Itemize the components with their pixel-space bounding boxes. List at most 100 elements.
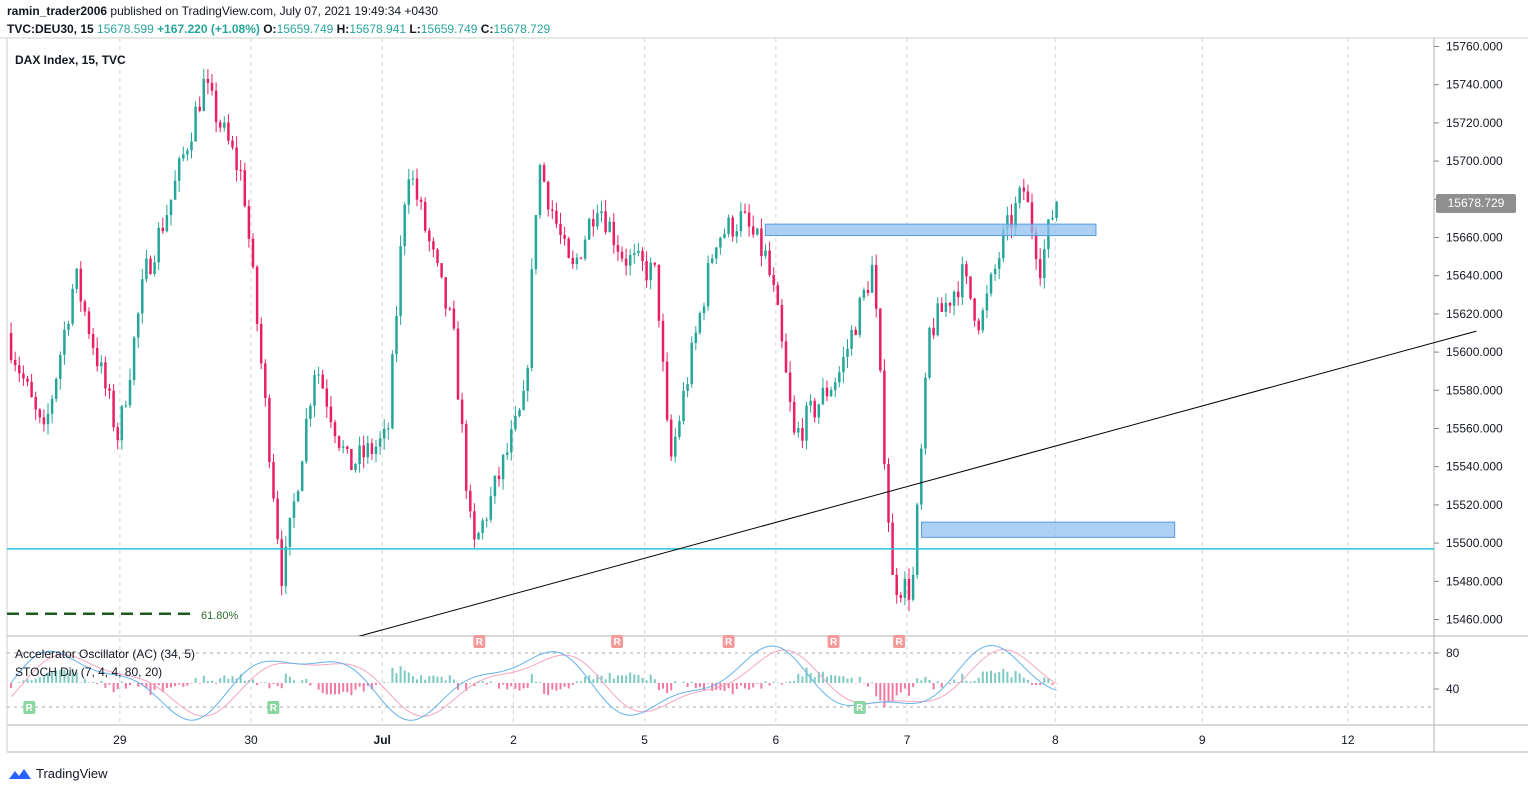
candle-body — [633, 253, 636, 255]
candle-body — [165, 215, 169, 232]
x-tick-label: 2 — [510, 733, 517, 747]
candle-body — [907, 579, 911, 600]
candle-body — [821, 387, 825, 405]
candle-body — [649, 262, 652, 281]
divergence-marker-label: R — [725, 637, 733, 648]
candle-body — [333, 422, 337, 437]
symbol-label[interactable]: TVC:DEU30, 15 — [7, 22, 94, 36]
high-value: 15678.941 — [349, 22, 407, 36]
candle-body — [46, 413, 50, 425]
indicator-tick-label: 80 — [1446, 646, 1460, 660]
candle-body — [247, 206, 251, 239]
x-tick-label: 30 — [244, 733, 258, 747]
candle-body — [522, 390, 525, 410]
divergence-marker-label: R — [26, 703, 34, 714]
candle-body — [182, 154, 185, 159]
candle-body — [489, 496, 493, 520]
candle-body — [272, 462, 275, 499]
x-tick-label: 5 — [641, 733, 648, 747]
candle-body — [653, 262, 657, 265]
candle-body — [956, 291, 960, 298]
pane-title: DAX Index, 15, TVC — [15, 53, 126, 67]
y-tick-label: 15560.000 — [1446, 422, 1503, 436]
candle-body — [682, 390, 685, 422]
candle-body — [764, 250, 767, 257]
stoch-indicator-label[interactable]: STOCH Div (7, 4, 4, 80, 20) — [15, 665, 163, 679]
candle-body — [829, 389, 833, 397]
candle-body — [579, 257, 583, 259]
publish-date: published on TradingView.com, July 07, 2… — [110, 4, 439, 18]
candle-body — [341, 446, 345, 448]
candle-body — [497, 475, 501, 480]
candle-body — [87, 311, 91, 334]
candle-body — [13, 360, 17, 366]
candle-body — [169, 199, 173, 216]
tradingview-logo[interactable]: TradingView — [8, 766, 108, 781]
y-tick-label: 15480.000 — [1446, 574, 1503, 588]
candle-body — [100, 362, 103, 367]
candle-body — [944, 302, 948, 312]
candle-body — [292, 501, 296, 518]
candle-body — [1026, 191, 1030, 203]
candle-body — [132, 337, 136, 380]
divergence-marker — [827, 635, 840, 648]
candle-body — [346, 446, 349, 449]
candle-body — [243, 170, 247, 207]
candle-body — [473, 511, 476, 540]
open-value: 15659.749 — [276, 22, 334, 36]
last-price: 15678.599 — [97, 22, 154, 36]
candle-body — [444, 277, 447, 309]
candle-body — [1002, 229, 1005, 259]
candle-body — [858, 297, 862, 335]
candle-body — [202, 78, 206, 111]
change-value: +167.220 (+1.08%) — [157, 22, 260, 36]
ohlc-bar: TVC:DEU30, 15 15678.599 +167.220 (+1.08%… — [7, 22, 550, 36]
indicator-tick-label: 40 — [1446, 682, 1460, 696]
fib-label: 61.80% — [201, 610, 239, 622]
candle-body — [526, 368, 529, 391]
candle-body — [91, 333, 95, 348]
candle-body — [641, 250, 644, 262]
divergence-marker — [893, 635, 906, 648]
candle-body — [296, 491, 300, 502]
candle-body — [768, 250, 771, 275]
divergence-marker — [23, 701, 36, 714]
candle-body — [928, 327, 931, 378]
candle-body — [325, 388, 329, 407]
candle-body — [223, 122, 226, 128]
candle-body — [813, 400, 816, 418]
candle-body — [866, 289, 870, 293]
candle-body — [674, 436, 677, 457]
candle-body — [776, 285, 780, 305]
candle-body — [993, 268, 997, 275]
candle-body — [280, 539, 283, 586]
candle-body — [1034, 232, 1038, 260]
candle-body — [731, 217, 734, 237]
candle-body — [620, 251, 624, 259]
candle-body — [395, 315, 398, 355]
x-tick-label: 12 — [1341, 733, 1355, 747]
x-tick-label: 6 — [772, 733, 779, 747]
candle-body — [792, 401, 796, 433]
candle-body — [883, 370, 886, 465]
chart-layers: R R R R R R R R — [7, 68, 1477, 721]
ac-indicator-label[interactable]: Accelerator Oscillator (AC) (34, 5) — [15, 647, 196, 661]
candle-body — [264, 363, 267, 398]
candle-body — [145, 258, 148, 280]
candle-body — [911, 574, 915, 600]
candle-body — [1038, 259, 1042, 279]
divergence-marker — [853, 701, 866, 714]
divergence-marker-label: R — [613, 637, 621, 648]
supply-demand-zone — [920, 521, 1176, 538]
candle-body — [661, 320, 665, 362]
candle-body — [259, 323, 263, 364]
candle-body — [567, 238, 570, 258]
candle-body — [780, 304, 784, 342]
candle-body — [116, 427, 119, 441]
candle-body — [255, 266, 259, 324]
candle-body — [34, 396, 37, 410]
candle-body — [411, 178, 415, 180]
author-name[interactable]: ramin_trader2006 — [7, 4, 108, 18]
candle-body — [415, 178, 419, 200]
